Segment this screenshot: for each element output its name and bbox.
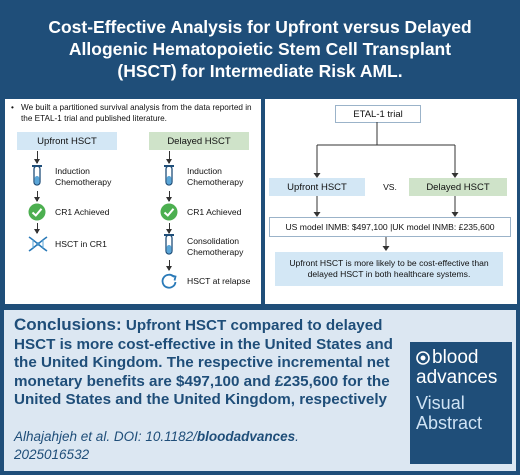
- citation-journal: bloodadvances: [196, 429, 296, 444]
- logo-line-2: advances: [416, 367, 498, 388]
- upfront-hsct-box: Upfront HSCT: [269, 178, 365, 196]
- conclusions-section: Conclusions: Upfront HSCT compared to de…: [4, 310, 516, 471]
- blood-drop-icon: [416, 351, 430, 365]
- upfront-step-3: HSCT in CR1: [55, 239, 107, 249]
- flow-arrow: [166, 191, 172, 202]
- title-line-3: (HSCT) for Intermediate Risk AML.: [117, 61, 403, 81]
- flow-connectors: [313, 122, 459, 251]
- logo-line-3: Visual: [416, 393, 465, 413]
- result-box: Upfront HSCT is more likely to be cost-e…: [275, 252, 503, 286]
- delayed-hsct-box: Delayed HSCT: [409, 178, 507, 196]
- logo-line-4: Abstract: [416, 413, 483, 433]
- delayed-step-4: HSCT at relapse: [187, 276, 251, 286]
- citation-prefix: Alhajahjeh et al. DOI: 10.1182/: [14, 429, 197, 444]
- logo-line-1: blood: [432, 347, 479, 368]
- upfront-hsct-header: Upfront HSCT: [17, 132, 117, 150]
- bullet-mark: •: [11, 103, 14, 112]
- checkmark-icon: [160, 203, 178, 221]
- results-panel: ETAL-1 trial Upfront HSCT VS. Delayed HS…: [264, 98, 518, 305]
- flow-arrow: [166, 151, 172, 164]
- relapse-cycle-icon: [161, 273, 177, 289]
- test-tube-icon: [164, 234, 174, 255]
- citation: Alhajahjeh et al. DOI: 10.1182/bloodadva…: [14, 428, 414, 464]
- upfront-step-2: CR1 Achieved: [55, 207, 110, 217]
- versus-label: VS.: [383, 182, 397, 192]
- flow-arrow: [34, 151, 40, 164]
- upfront-step-1: Induction Chemotherapy: [55, 166, 112, 187]
- page-title: Cost-Effective Analysis for Upfront vers…: [6, 6, 514, 92]
- delayed-hsct-header: Delayed HSCT: [149, 132, 249, 150]
- delayed-step-1: Induction Chemotherapy: [187, 166, 244, 187]
- trial-box: ETAL-1 trial: [335, 105, 421, 123]
- test-tube-icon: [164, 165, 174, 186]
- conclusions-text-block: Conclusions: Upfront HSCT compared to de…: [14, 315, 406, 410]
- citation-id: 2025016532: [14, 447, 90, 462]
- delayed-step-2: CR1 Achieved: [187, 207, 242, 217]
- title-line-2: Allogenic Hematopoietic Stem Cell Transp…: [68, 39, 452, 59]
- title-line-1: Cost-Effective Analysis for Upfront vers…: [48, 17, 472, 37]
- conclusions-body: Upfront HSCT compared to delayed HSCT is…: [14, 317, 393, 408]
- checkmark-icon: [28, 203, 46, 221]
- inmb-box: US model INMB: $497,100 |UK model INMB: …: [269, 217, 511, 237]
- blood-advances-logo: blood advances Visual Abstract: [410, 342, 512, 464]
- methods-note: • We built a partitioned survival analys…: [11, 103, 255, 124]
- flow-arrow: [34, 223, 40, 234]
- methods-note-text: We built a partitioned survival analysis…: [21, 103, 252, 123]
- delayed-step-3: Consolidation Chemotherapy: [187, 236, 244, 257]
- citation-suffix: .: [295, 429, 299, 444]
- flow-arrow: [34, 191, 40, 202]
- dna-icon: [28, 236, 48, 252]
- flow-arrow: [166, 260, 172, 271]
- methods-panel: • We built a partitioned survival analys…: [4, 98, 262, 305]
- test-tube-icon: [32, 165, 42, 186]
- conclusions-label: Conclusions:: [14, 315, 122, 334]
- flow-arrow: [166, 223, 172, 234]
